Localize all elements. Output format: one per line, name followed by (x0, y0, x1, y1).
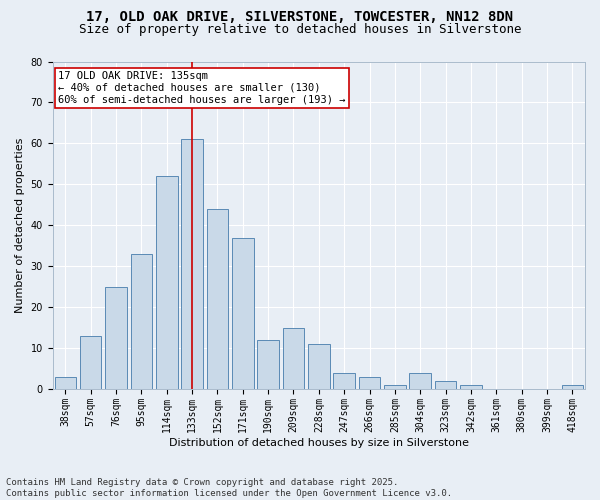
Bar (257, 340, 279, 389)
Text: Size of property relative to detached houses in Silverstone: Size of property relative to detached ho… (79, 22, 521, 36)
Bar (562, 385, 583, 389)
Bar (460, 385, 482, 389)
Text: 17 OLD OAK DRIVE: 135sqm
← 40% of detached houses are smaller (130)
60% of semi-: 17 OLD OAK DRIVE: 135sqm ← 40% of detach… (58, 72, 346, 104)
Text: 17, OLD OAK DRIVE, SILVERSTONE, TOWCESTER, NN12 8DN: 17, OLD OAK DRIVE, SILVERSTONE, TOWCESTE… (86, 10, 514, 24)
Bar (283, 328, 304, 389)
Bar (409, 372, 431, 389)
Bar (105, 286, 127, 389)
Bar (206, 209, 228, 389)
Bar (131, 254, 152, 389)
Bar (80, 336, 101, 389)
Bar (359, 377, 380, 389)
Y-axis label: Number of detached properties: Number of detached properties (15, 138, 25, 313)
Bar (308, 344, 329, 389)
X-axis label: Distribution of detached houses by size in Silverstone: Distribution of detached houses by size … (169, 438, 469, 448)
Bar (334, 372, 355, 389)
Bar (232, 238, 254, 389)
Bar (156, 176, 178, 389)
Bar (55, 377, 76, 389)
Text: Contains HM Land Registry data © Crown copyright and database right 2025.
Contai: Contains HM Land Registry data © Crown c… (6, 478, 452, 498)
Bar (384, 385, 406, 389)
Bar (435, 381, 457, 389)
Bar (181, 140, 203, 389)
